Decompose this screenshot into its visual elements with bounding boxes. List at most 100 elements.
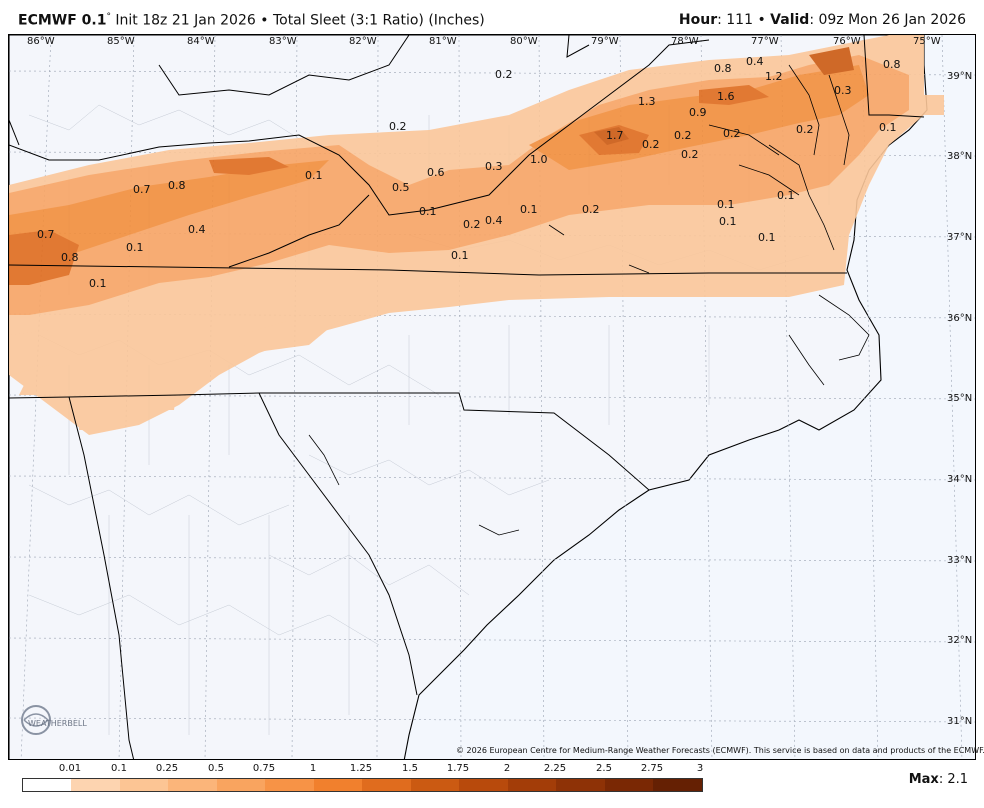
legend-swatch — [556, 779, 605, 791]
value-label: 0.1 — [520, 203, 538, 216]
legend-swatch — [508, 779, 556, 791]
legend-tick: 2.75 — [640, 763, 664, 774]
legend-tick: 1.25 — [349, 763, 373, 774]
weatherbell-logo: WEATHERBELL — [21, 705, 87, 735]
value-label: 0.1 — [126, 241, 144, 254]
lat-label: 38°N — [947, 151, 972, 162]
legend-swatch — [314, 779, 362, 791]
max-label: Max — [908, 772, 939, 787]
max-value: Max: 2.1 — [909, 772, 968, 787]
value-label: 1.3 — [638, 95, 656, 108]
value-label: 0.2 — [463, 218, 481, 231]
lon-label: 75°W — [913, 36, 941, 47]
lat-label: 33°N — [947, 555, 972, 566]
legend-tick: 3 — [696, 763, 704, 774]
value-label: 0.3 — [834, 84, 852, 97]
value-label: 1.6 — [717, 90, 735, 103]
value-label: 0.5 — [392, 181, 410, 194]
value-label: 0.2 — [389, 120, 407, 133]
legend-swatch — [217, 779, 265, 791]
hour-label: Hour — [678, 12, 718, 28]
value-label: 0.7 — [37, 228, 55, 241]
longitude-labels: 86°W 85°W 84°W 83°W 82°W 81°W 80°W 79°W … — [27, 36, 941, 47]
lon-label: 82°W — [349, 36, 377, 47]
title-right: Hour: 111 • Valid: 09z Mon 26 Jan 2026 — [679, 12, 966, 28]
value-label: 0.1 — [719, 215, 737, 228]
product-name: Total Sleet (3:1 Ratio) (Inches) — [272, 12, 485, 29]
value-label: 0.2 — [495, 68, 513, 81]
value-label: 0.2 — [723, 127, 741, 140]
value-label: 0.1 — [89, 277, 107, 290]
title-left: ECMWF 0.1° Init 18z 21 Jan 2026 • Total … — [18, 12, 485, 29]
sleet-shading — [9, 35, 944, 435]
value-label: 0.8 — [61, 251, 79, 264]
value-label: 0.1 — [758, 231, 776, 244]
value-label: 0.8 — [168, 179, 186, 192]
valid-value: : 09z Mon 26 Jan 2026 — [809, 12, 966, 28]
lon-label: 85°W — [107, 36, 135, 47]
legend-tick: 0.25 — [155, 763, 179, 774]
lat-label: 35°N — [947, 393, 972, 404]
init-time: Init 18z 21 Jan 2026 — [115, 12, 256, 29]
lon-label: 83°W — [269, 36, 297, 47]
value-label: 0.1 — [879, 121, 897, 134]
value-label: 0.4 — [485, 214, 503, 227]
value-label: 0.2 — [582, 203, 600, 216]
value-label: 0.8 — [714, 62, 732, 75]
value-label: 0.2 — [642, 138, 660, 151]
legend-tick: 2 — [503, 763, 511, 774]
legend-tick: 2.25 — [543, 763, 567, 774]
value-label: 0.3 — [485, 160, 503, 173]
lat-label: 39°N — [947, 71, 972, 82]
state-borders — [9, 35, 925, 759]
legend-tick: 0.75 — [252, 763, 276, 774]
value-label: 0.1 — [777, 189, 795, 202]
svg-text:WEATHERBELL: WEATHERBELL — [28, 719, 87, 728]
value-label: 1.7 — [606, 129, 624, 142]
coastline-detail — [308, 64, 870, 536]
value-label: 0.6 — [427, 166, 445, 179]
value-label: 0.8 — [883, 58, 901, 71]
lat-label: 34°N — [947, 474, 972, 485]
legend-swatch — [265, 779, 314, 791]
value-label: 0.1 — [451, 249, 469, 262]
degree-symbol: ° — [106, 12, 111, 22]
lon-label: 78°W — [671, 36, 699, 47]
legend-tick: 2.5 — [596, 763, 612, 774]
value-label: 0.1 — [419, 205, 437, 218]
hour-value: : 111 — [717, 12, 753, 28]
value-label: 0.4 — [746, 55, 764, 68]
legend-tick: 0.5 — [208, 763, 224, 774]
lon-label: 76°W — [833, 36, 861, 47]
lon-label: 80°W — [510, 36, 538, 47]
value-label: 0.2 — [796, 123, 814, 136]
separator-2: • — [757, 12, 766, 28]
value-label: 0.2 — [674, 129, 692, 142]
legend-tick: 0.1 — [111, 763, 127, 774]
map-svg: 86°W 85°W 84°W 83°W 82°W 81°W 80°W 79°W … — [9, 35, 975, 759]
lat-label: 31°N — [947, 716, 972, 727]
legend-swatch — [120, 779, 168, 791]
legend-tick: 1.75 — [446, 763, 470, 774]
legend-swatch — [411, 779, 459, 791]
header: ECMWF 0.1° Init 18z 21 Jan 2026 • Total … — [0, 0, 984, 34]
copyright-notice: © 2026 European Centre for Medium-Range … — [456, 746, 984, 755]
value-label: 0.9 — [689, 106, 707, 119]
value-label: 0.1 — [305, 169, 323, 182]
lon-label: 79°W — [591, 36, 619, 47]
value-label: 0.1 — [717, 198, 735, 211]
legend-tick: 0.01 — [58, 763, 82, 774]
lat-label: 37°N — [947, 232, 972, 243]
legend-tick: 1.5 — [402, 763, 418, 774]
legend-swatch — [71, 779, 120, 791]
value-label: 0.4 — [188, 223, 206, 236]
legend-swatch — [168, 779, 217, 791]
legend-swatch — [23, 779, 71, 791]
legend-swatch — [653, 779, 702, 791]
lon-label: 86°W — [27, 36, 55, 47]
value-label: 1.2 — [765, 70, 783, 83]
legend-color-bar — [22, 778, 703, 792]
map-panel: 86°W 85°W 84°W 83°W 82°W 81°W 80°W 79°W … — [8, 34, 976, 760]
color-legend: 0.01 0.1 0.25 0.5 0.75 1 1.25 1.5 1.75 2… — [22, 763, 722, 793]
legend-swatch — [605, 779, 653, 791]
